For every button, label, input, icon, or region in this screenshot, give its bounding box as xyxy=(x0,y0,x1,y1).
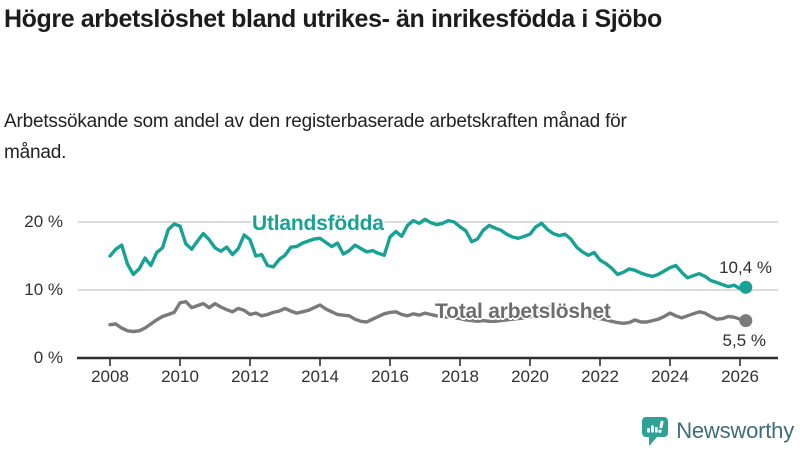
newsworthy-logo[interactable]: Newsworthy xyxy=(641,414,794,448)
x-tick-label: 2020 xyxy=(511,367,549,386)
x-tick-label: 2016 xyxy=(371,367,409,386)
chart-subtitle: Arbetssökande som andel av den registerb… xyxy=(4,111,627,163)
x-tick-label: 2014 xyxy=(301,367,339,386)
series-line-utlandsfodda xyxy=(108,217,748,291)
series-label-total-arbetsloshet: Total arbetslöshet xyxy=(435,300,611,323)
x-tick-label: 2022 xyxy=(581,367,619,386)
series-end-dot-total xyxy=(739,314,753,328)
series-line-total xyxy=(108,299,748,334)
x-tick-label: 2008 xyxy=(91,367,129,386)
end-value-label-utlandsfodda: 10,4 % xyxy=(719,258,772,277)
chart-title: Högre arbetslöshet bland utrikes- än inr… xyxy=(4,5,662,33)
newsworthy-chart-bubble-icon xyxy=(642,416,669,446)
x-tick-label: 2010 xyxy=(161,367,199,386)
end-value-label-total-arbetsloshet: 5,5 % xyxy=(722,331,766,350)
x-tick-label: 2012 xyxy=(231,367,269,386)
series-label-utlandsfodda: Utlandsfödda xyxy=(252,212,384,235)
y-tick-label: 10 % xyxy=(24,280,63,299)
x-tick-label: 2026 xyxy=(721,367,759,386)
newsworthy-logo-text: Newsworthy xyxy=(676,418,794,443)
x-tick-label: 2018 xyxy=(441,367,479,386)
y-tick-label: 0 % xyxy=(33,348,63,367)
series-end-dot-utlandsfodda xyxy=(739,280,753,294)
y-tick-label: 20 % xyxy=(24,212,63,231)
x-tick-label: 2024 xyxy=(651,367,689,386)
